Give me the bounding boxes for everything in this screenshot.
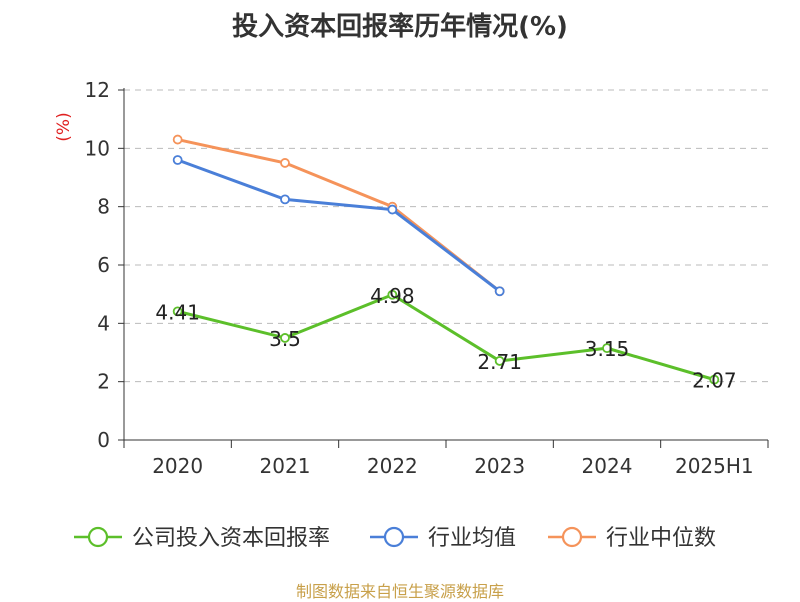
data-label: 4.41 [155,300,200,324]
data-point [280,158,290,168]
x-tick-label: 2025H1 [675,454,754,478]
data-point [280,194,290,205]
data-point [709,374,720,385]
data-label: 4.98 [370,284,415,308]
grid-lines [124,89,768,383]
legend-marker [383,526,405,548]
legend-label: 行业均值 [428,526,516,551]
data-point [172,306,183,317]
legend-marker [561,526,583,548]
x-tick-label: 2021 [260,454,311,478]
x-tick-label: 2020 [152,454,203,478]
data-point [494,356,505,366]
series-line [177,138,501,293]
legend-marker [87,526,109,548]
data-point [494,286,505,297]
source-note: 制图数据来自恒生聚源数据库 [295,582,504,601]
legend-label: 公司投入资本回报率 [132,526,330,551]
data-label: 3.5 [269,327,301,351]
chart-title: 投入资本回报率历年情况(%) [232,12,568,42]
data-point [602,343,612,354]
y-tick-label: 10 [85,136,110,160]
data-labels: 4.41 3.5 4.98 2.71 3.15 2.07 [155,284,736,393]
y-tick-label: 2 [97,370,110,394]
series-lines [172,134,720,385]
data-label: 3.15 [585,337,630,361]
data-point [387,204,398,215]
data-label: 2.71 [477,350,522,374]
x-tick-label: 2024 [582,454,633,478]
x-tick-label: 2022 [367,454,418,478]
y-axis-label: (%) [54,112,74,141]
y-tick-label: 8 [97,195,110,219]
series-line [177,293,715,382]
x-tick-label: 2023 [474,454,525,478]
data-label: 2.07 [692,369,737,393]
axes: 0 2 4 6 8 10 12 2020 2021 2022 2023 2024 2025H1 (%) [54,78,769,478]
legend-item: 行业中位数 [548,526,716,551]
data-point [172,155,183,165]
y-tick-label: 4 [97,311,110,335]
y-tick-label: 6 [97,253,110,277]
series-line [177,158,501,293]
legend-item: 公司投入资本回报率 [74,526,330,551]
y-tick-label: 0 [97,428,110,452]
data-point [387,289,398,300]
legend: 公司投入资本回报率 行业均值 行业中位数 [74,526,716,551]
y-tick-label: 12 [85,78,110,102]
data-point [172,134,183,145]
legend-label: 行业中位数 [606,526,716,551]
data-point [280,333,290,343]
legend-item: 行业均值 [370,526,516,551]
